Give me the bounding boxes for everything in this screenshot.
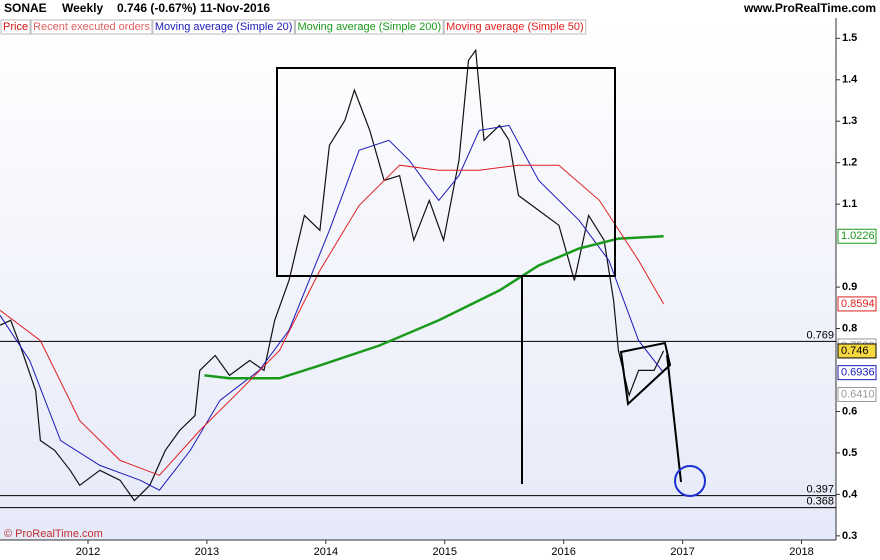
y-tick-label: 1.1 — [842, 198, 857, 210]
legend-box — [152, 19, 295, 35]
site: www.ProRealTime.com — [743, 1, 876, 15]
axis-badge — [837, 228, 877, 244]
y-tick-label: 0.4 — [842, 488, 858, 500]
footer: © ProRealTime.com — [4, 528, 103, 540]
y-tick-label: 0.3 — [842, 530, 857, 542]
legend-box — [0, 19, 31, 35]
legend-label: Moving average (Simple 50) — [446, 21, 584, 33]
axis-badge-label: 1.0226 — [841, 230, 875, 242]
axis-badge-label: 0.6410 — [841, 388, 875, 400]
quote: 0.746 (-0.67%) — [117, 1, 196, 15]
y-tick-label: 0.8 — [842, 322, 857, 334]
legend-label: Moving average (Simple 20) — [155, 21, 293, 33]
horizontal-line-label: 0.397 — [806, 484, 834, 496]
x-tick-label: 2013 — [195, 546, 219, 558]
annotation-arrow — [666, 354, 682, 483]
series-line — [0, 48, 665, 502]
legend-box — [30, 19, 153, 35]
legend-label: Moving average (Simple 200) — [297, 21, 441, 33]
axis-badge-label: 0.6936 — [841, 367, 875, 379]
legend-box — [443, 19, 587, 35]
x-tick-label: 2015 — [433, 546, 457, 558]
annotation-box — [276, 67, 616, 277]
y-tick-label: 1.4 — [842, 74, 858, 86]
series-line — [0, 164, 665, 476]
axis-badge-label: 0.8594 — [841, 298, 875, 310]
y-tick-label: 1.3 — [842, 115, 857, 127]
axis-badge — [837, 296, 877, 312]
axis-badge-label: 0.746 — [841, 345, 869, 357]
series-line — [204, 235, 664, 380]
x-tick-label: 2012 — [76, 546, 100, 558]
legend-box — [294, 19, 444, 35]
legend-label: Price — [3, 21, 28, 33]
horizontal-line-label: 0.368 — [806, 496, 834, 508]
x-tick-label: 2016 — [551, 546, 575, 558]
series-line — [0, 124, 664, 491]
symbol: SONAE — [4, 1, 47, 15]
period: Weekly — [62, 1, 103, 15]
axis-badge — [837, 365, 877, 381]
legend-label: Recent executed orders — [33, 21, 150, 33]
y-tick-label: 0.6 — [842, 405, 857, 417]
y-tick-label: 0.5 — [842, 447, 857, 459]
date: 11-Nov-2016 — [200, 1, 270, 15]
horizontal-line-label: 0.769 — [806, 329, 834, 341]
axis-badge — [837, 343, 877, 359]
y-tick-label: 1.5 — [842, 32, 857, 44]
x-tick-label: 2018 — [789, 546, 813, 558]
plot-area — [0, 18, 836, 540]
marks — [0, 48, 836, 509]
y-tick-label: 1.2 — [842, 157, 857, 169]
x-tick-label: 2014 — [314, 546, 338, 558]
x-tick-label: 2017 — [670, 546, 694, 558]
annotation-circle — [674, 465, 706, 497]
axis-badge — [837, 386, 877, 402]
y-tick-label: 0.9 — [842, 281, 857, 293]
annotation-wedge — [619, 341, 672, 407]
